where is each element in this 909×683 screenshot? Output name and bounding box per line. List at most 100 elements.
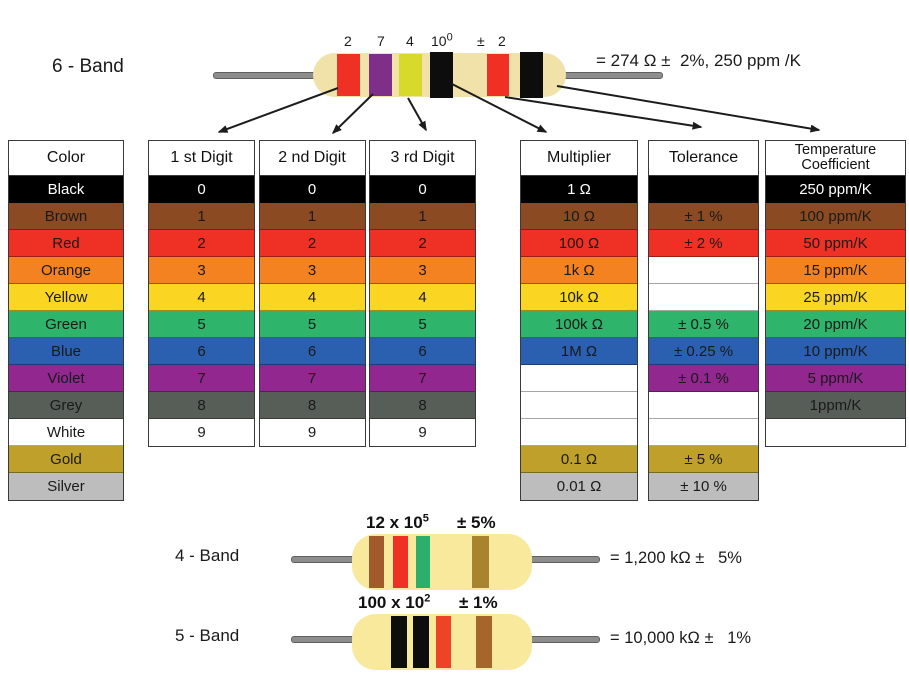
multiplier-table-row-3: 1k Ω [521, 257, 637, 284]
digit2-table-row-4: 4 [259, 284, 365, 311]
five-band-band-4 [476, 616, 492, 668]
four-band-formula-exponent: 5 [422, 512, 429, 525]
multiplier-table-row-5: 100k Ω [521, 311, 637, 338]
tolerance-table-row-2: ± 2 % [649, 230, 758, 257]
multiplier-base: 10 [431, 33, 447, 49]
digit3-table-row-7: 7 [370, 365, 475, 392]
tolerance-table-row-4 [649, 284, 758, 311]
temperature-coefficient-table-row-0: 250 ppm/K [766, 176, 905, 203]
tolerance-table-row-5: ± 0.5 % [649, 311, 758, 338]
five-band-formula: 100 x 102 [358, 593, 430, 613]
digit3-table: 3 rd Digit 0 1 2 3 4 5 6 7 8 9 [369, 140, 476, 447]
digit1-table: 1 st Digit 0 1 2 3 4 5 6 7 8 9 [148, 140, 255, 447]
multiplier-table-row-2: 100 Ω [521, 230, 637, 257]
four-band-result: = 1,200 kΩ ± 5% [610, 549, 742, 567]
digit1-table-row-7: 7 [149, 365, 254, 392]
six-band-digit2-label: 7 [377, 33, 385, 49]
band-arrow-6 [556, 85, 821, 133]
six-band-band-2 [369, 54, 392, 96]
tolerance-table-row-1: ± 1 % [649, 203, 758, 230]
color-table-row-10: Gold [9, 446, 123, 473]
five-band-formula-exponent: 2 [424, 592, 431, 605]
six-band-multiplier-label: 100 [431, 31, 453, 49]
digit2-table-header: 2 nd Digit [259, 141, 365, 176]
color-table-row-7: Violet [9, 365, 123, 392]
temperature-coefficient-table-row-6: 10 ppm/K [766, 338, 905, 365]
digit1-table-row-9: 9 [149, 419, 254, 446]
multiplier-table-row-4: 10k Ω [521, 284, 637, 311]
tolerance-table-row-7: ± 0.1 % [649, 365, 758, 392]
digit3-table-row-0: 0 [370, 176, 475, 203]
four-band-band-2 [393, 536, 408, 588]
digit3-table-row-9: 9 [370, 419, 475, 446]
temperature-coefficient-table-row-7: 5 ppm/K [766, 365, 905, 392]
temperature-coefficient-table-row-1: 100 ppm/K [766, 203, 905, 230]
digit3-table-row-5: 5 [370, 311, 475, 338]
five-band-title: 5 - Band [175, 626, 240, 645]
digit2-table-row-9: 9 [259, 419, 365, 446]
five-band-right-lead [524, 636, 600, 643]
temperature-coefficient-table-row-4: 25 ppm/K [766, 284, 905, 311]
band-arrow-1 [217, 87, 339, 133]
band-arrow-5 [504, 96, 703, 130]
band-arrow-3 [407, 97, 427, 132]
digit3-table-row-8: 8 [370, 392, 475, 419]
digit2-table-row-7: 7 [259, 365, 365, 392]
temperature-coefficient-table-row-9 [766, 419, 905, 446]
temperature-coefficient-table-row-5: 20 ppm/K [766, 311, 905, 338]
multiplier-table: Multiplier 1 Ω 10 Ω 100 Ω 1k Ω 10k Ω 100k Ω 1M … [520, 140, 638, 501]
color-table-row-4: Yellow [9, 284, 123, 311]
six-band-result: = 274 Ω ± 2%, 250 ppm /K [596, 51, 801, 70]
tolerance-table-row-3 [649, 257, 758, 284]
multiplier-table-header: Multiplier [521, 141, 637, 176]
digit2-table-row-2: 2 [259, 230, 365, 257]
four-band-left-lead [291, 556, 361, 563]
band-arrow-2 [331, 93, 374, 135]
digit2-table-row-1: 1 [259, 203, 365, 230]
color-table: Color Black Brown Red Orange Yellow Green Blue V… [8, 140, 124, 501]
temperature-coefficient-table: Temperature Coefficient 250 ppm/K 100 ppm/… [765, 140, 906, 447]
four-band-formula-base: 12 x 10 [366, 513, 423, 532]
six-band-title: 6 - Band [52, 56, 124, 77]
multiplier-exponent: 0 [446, 31, 453, 44]
four-band-tolerance-label: ± 5% [457, 513, 496, 532]
digit1-table-row-8: 8 [149, 392, 254, 419]
multiplier-table-row-8 [521, 392, 637, 419]
six-band-tolerance-sign: ± [477, 33, 485, 49]
digit2-table-row-6: 6 [259, 338, 365, 365]
tolerance-table-row-11: ± 10 % [649, 473, 758, 500]
multiplier-table-row-1: 10 Ω [521, 203, 637, 230]
tolerance-table-row-6: ± 0.25 % [649, 338, 758, 365]
color-table-row-1: Brown [9, 203, 123, 230]
digit1-table-row-2: 2 [149, 230, 254, 257]
five-band-left-lead [291, 636, 361, 643]
color-table-row-2: Red [9, 230, 123, 257]
four-band-right-lead [524, 556, 600, 563]
digit2-table-row-3: 3 [259, 257, 365, 284]
multiplier-table-row-7 [521, 365, 637, 392]
digit2-table-row-8: 8 [259, 392, 365, 419]
five-band-formula-base: 100 x 10 [358, 593, 425, 612]
digit3-table-row-2: 2 [370, 230, 475, 257]
multiplier-table-row-10: 0.1 Ω [521, 446, 637, 473]
digit2-table-row-0: 0 [259, 176, 365, 203]
digit3-table-row-1: 1 [370, 203, 475, 230]
tolerance-table-header: Tolerance [649, 141, 758, 176]
color-table-row-6: Blue [9, 338, 123, 365]
temperature-coefficient-table-row-3: 15 ppm/K [766, 257, 905, 284]
four-band-title: 4 - Band [175, 546, 240, 565]
color-table-row-8: Grey [9, 392, 123, 419]
digit1-table-row-6: 6 [149, 338, 254, 365]
tolerance-table-row-9 [649, 419, 758, 446]
digit1-table-row-5: 5 [149, 311, 254, 338]
four-band-band-3 [416, 536, 430, 588]
color-table-row-3: Orange [9, 257, 123, 284]
color-table-row-11: Silver [9, 473, 123, 500]
digit3-table-row-4: 4 [370, 284, 475, 311]
five-band-result: = 10,000 kΩ ± 1% [610, 629, 752, 647]
six-band-digit1-label: 2 [344, 33, 352, 49]
digit1-table-row-1: 1 [149, 203, 254, 230]
six-band-band-4 [430, 52, 453, 98]
six-band-band-5 [487, 54, 509, 96]
six-band-band-1 [337, 54, 360, 96]
